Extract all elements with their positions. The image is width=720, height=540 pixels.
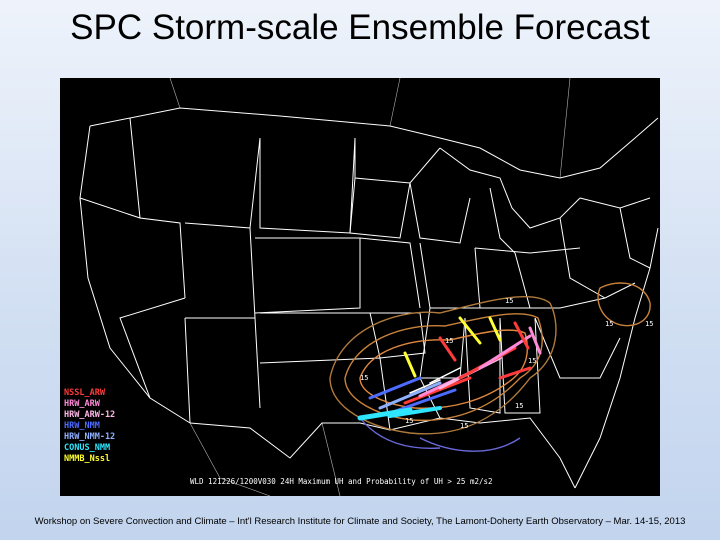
- map-legend: NSSL_ARW HRW_ARW HRW_ARW-12 HRW_NMM HRW_…: [64, 388, 115, 465]
- legend-item: CONUS_NMM: [64, 443, 111, 453]
- contour-labels: 15 15 15 15 15 15 15 15 15: [360, 297, 653, 430]
- contour-label: 15: [445, 337, 453, 345]
- probability-contours: [329, 282, 651, 452]
- legend-item: NSSL_ARW: [64, 388, 105, 398]
- legend-item: HRW_ARW: [64, 399, 100, 409]
- forecast-map: 15 15 15 15 15 15 15 15 15 NSSL_ARW HRW_…: [60, 78, 660, 496]
- slide-title: SPC Storm-scale Ensemble Forecast: [70, 8, 650, 47]
- legend-item: HRW_NMM: [64, 421, 100, 431]
- contour-label: 15: [360, 374, 368, 382]
- contour-label: 15: [645, 320, 653, 328]
- legend-item: HRW_ARW-12: [64, 410, 116, 420]
- contour-label: 15: [515, 402, 523, 410]
- us-map-svg: 15 15 15 15 15 15 15 15 15: [79, 78, 659, 496]
- map-caption: WLD 121226/1200V030 24H Maximum UH and P…: [190, 477, 493, 486]
- contour-label: 15: [405, 417, 413, 425]
- contour-label: 15: [528, 357, 536, 365]
- uh-swaths: [357, 316, 542, 421]
- outer-boundaries: [169, 78, 571, 496]
- legend-item: HRW_NMM-12: [64, 432, 116, 442]
- contour-label: 15: [460, 422, 468, 430]
- contour-label: 15: [605, 320, 613, 328]
- state-boundaries: [79, 107, 659, 489]
- contour-label: 15: [505, 297, 513, 305]
- legend-item: NMMB_Nssl: [64, 454, 111, 464]
- slide-footer: Workshop on Severe Convection and Climat…: [34, 516, 686, 527]
